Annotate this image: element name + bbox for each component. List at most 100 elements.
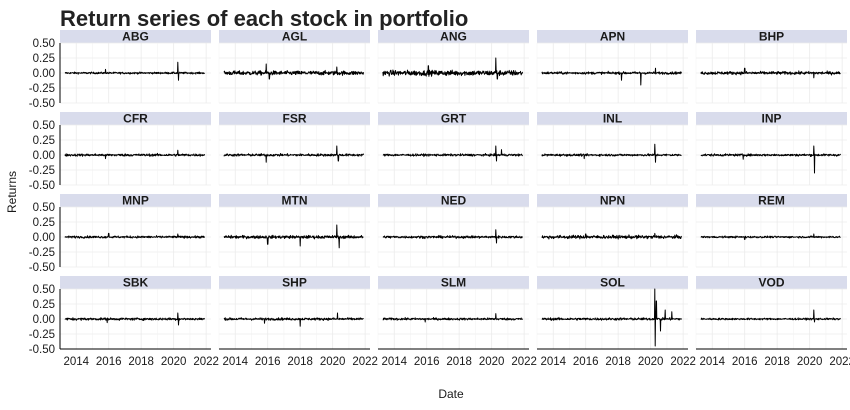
series-line-sbk xyxy=(64,312,205,326)
facet-strip xyxy=(378,112,529,125)
facet-strip-label: ABG xyxy=(122,30,149,44)
x-tick-label: 2014 xyxy=(222,356,248,368)
x-tick-label: 2018 xyxy=(128,356,154,368)
series-line-apn xyxy=(541,67,682,86)
facet-strip xyxy=(378,30,529,43)
y-tick-label: 0.50 xyxy=(33,284,55,296)
x-tick-label: 2020 xyxy=(320,356,346,368)
x-tick-label: 2022 xyxy=(511,356,537,368)
y-tick-label: -0.25 xyxy=(29,329,55,341)
facet-strip xyxy=(696,276,847,289)
facet-strip-label: INP xyxy=(761,112,781,126)
x-tick-label: 2020 xyxy=(161,356,187,368)
series-line-cfr xyxy=(64,149,205,160)
facet-strip-label: SLM xyxy=(441,276,466,290)
facet-panel-mnp: MNP 0.50 0.25 0.00 -0.25 -0.50 xyxy=(29,194,211,274)
series-line-mtn xyxy=(223,224,364,249)
facet-panel-cfr: CFR 0.50 0.25 0.00 -0.25 -0.50 xyxy=(29,112,211,192)
facet-panel-bhp: BHP xyxy=(695,30,847,104)
y-tick-label: 0.25 xyxy=(33,217,55,229)
x-tick-label: 2016 xyxy=(96,356,122,368)
facet-panel-ang: ANG xyxy=(377,30,529,104)
x-tick-label: 2016 xyxy=(255,356,281,368)
y-tick-label: 0.25 xyxy=(33,299,55,311)
x-tick-label: 2022 xyxy=(829,356,850,368)
facet-panel-abg: ABG 0.50 0.25 0.00 -0.25 -0.50 xyxy=(29,30,211,110)
facet-strip-label: BHP xyxy=(759,30,784,44)
facet-strip-label: ANG xyxy=(440,30,467,44)
y-tick-label: 0.25 xyxy=(33,135,55,147)
facet-strip-label: SHP xyxy=(282,276,307,290)
facet-strip xyxy=(219,30,370,43)
y-tick-label: -0.25 xyxy=(29,165,55,177)
facet-panel-rem: REM xyxy=(695,194,847,268)
x-tick-label: 2022 xyxy=(352,356,378,368)
series-line-rem xyxy=(700,233,841,240)
facet-strip xyxy=(537,276,688,289)
facet-strip xyxy=(378,276,529,289)
facet-panel-agl: AGL xyxy=(218,30,370,104)
facet-panel-inl: INL xyxy=(536,112,688,186)
x-tick-label: 2022 xyxy=(670,356,696,368)
y-tick-label: -0.25 xyxy=(29,247,55,259)
series-line-mnp xyxy=(64,232,205,239)
series-line-vod xyxy=(700,309,841,323)
x-tick-label: 2018 xyxy=(287,356,313,368)
x-tick-label: 2016 xyxy=(732,356,758,368)
x-tick-label: 2020 xyxy=(479,356,505,368)
facet-panel-slm: SLM 2014 2016 2018 2020 2022 xyxy=(377,276,537,368)
y-tick-label: -0.50 xyxy=(29,262,55,274)
series-line-abg xyxy=(64,61,205,81)
facet-strip xyxy=(60,30,211,43)
x-tick-label: 2014 xyxy=(381,356,407,368)
x-tick-label: 2020 xyxy=(638,356,664,368)
facet-strip-label: MTN xyxy=(282,194,308,208)
series-line-grt xyxy=(382,145,523,162)
facet-panel-inp: INP xyxy=(695,112,847,186)
facet-panel-sbk: SBK 0.50 0.25 0.00 -0.25 -0.50 2014 2016 2018 202… xyxy=(29,276,219,369)
facet-strip xyxy=(219,112,370,125)
facet-panel-npn: NPN xyxy=(536,194,688,268)
x-tick-label: 2014 xyxy=(699,356,725,368)
y-tick-label: 0.00 xyxy=(33,68,55,80)
series-line-agl xyxy=(223,63,364,80)
facet-strip-label: NPN xyxy=(600,194,625,208)
facet-strip-label: SOL xyxy=(600,276,625,290)
series-line-bhp xyxy=(700,67,841,79)
series-line-sol xyxy=(541,288,682,347)
series-line-inp xyxy=(700,145,841,174)
series-line-npn xyxy=(541,232,682,240)
y-tick-label: -0.50 xyxy=(29,98,55,110)
facet-strip xyxy=(696,112,847,125)
facet-strip-label: GRT xyxy=(441,112,467,126)
x-tick-label: 2016 xyxy=(573,356,599,368)
facet-strip xyxy=(60,194,211,207)
facet-panel-shp: SHP 2014 2016 2018 2020 2022 xyxy=(218,276,378,368)
facet-strip-label: REM xyxy=(758,194,785,208)
y-tick-label: 0.50 xyxy=(33,202,55,214)
facet-strip xyxy=(219,194,370,207)
facet-panel-vod: VOD 2014 2016 2018 2020 2022 xyxy=(695,276,850,368)
series-line-slm xyxy=(382,313,523,323)
facet-panel-ned: NED xyxy=(377,194,529,268)
series-line-ned xyxy=(382,229,523,244)
x-axis-title: Date xyxy=(438,387,464,401)
facet-strip xyxy=(537,194,688,207)
y-tick-label: 0.25 xyxy=(33,53,55,65)
x-tick-label: 2018 xyxy=(605,356,631,368)
facet-panel-sol: SOL 2014 2016 2018 2020 2022 xyxy=(536,276,696,368)
y-axis-title: Returns xyxy=(5,171,19,213)
facet-strip xyxy=(537,30,688,43)
facet-strip-label: MNP xyxy=(122,194,149,208)
y-tick-label: 0.00 xyxy=(33,232,55,244)
facet-panel-grt: GRT xyxy=(377,112,529,186)
facet-strip xyxy=(696,30,847,43)
series-line-fsr xyxy=(223,145,364,163)
facet-panels: ABG 0.50 0.25 0.00 -0.25 -0.50 AGL ANG APN BHP CFR… xyxy=(29,30,850,369)
facet-strip-label: FSR xyxy=(283,112,307,126)
y-tick-label: 0.50 xyxy=(33,38,55,50)
facet-strip-label: SBK xyxy=(123,276,149,290)
x-tick-label: 2020 xyxy=(797,356,823,368)
x-tick-label: 2016 xyxy=(414,356,440,368)
